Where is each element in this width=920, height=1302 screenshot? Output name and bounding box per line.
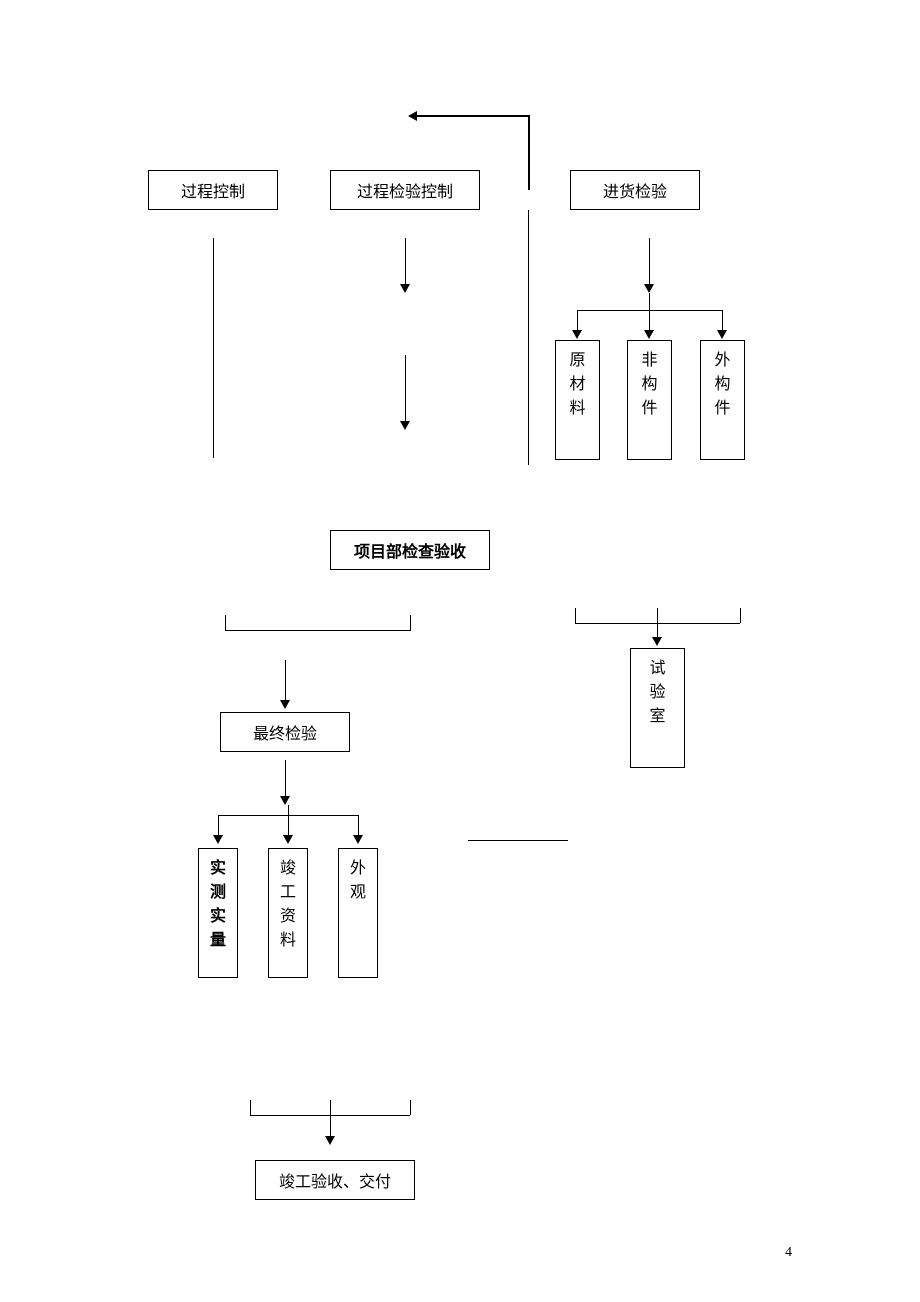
arrow-mat1 [572,330,582,339]
arrow-r2 [283,835,293,844]
bracket-main1-left-v [225,615,226,630]
arrow-to-lab [652,637,662,646]
bracket-lab-left-v [575,608,576,623]
node-mat1-c2: 料 [569,397,585,421]
node-r3-c0: 外 [350,857,366,881]
arrow-under-final [280,796,290,805]
node-top1-label: 过程控制 [181,178,245,202]
v-under-top2b [405,355,406,423]
node-mat3-c2: 件 [714,397,730,421]
node-mat3: 外 构 件 [700,340,745,460]
node-mat3-c1: 构 [714,373,730,397]
node-mat2-c0: 非 [641,349,657,373]
node-r2-c1: 工 [280,881,296,905]
bracket-lab-right-v [740,608,741,623]
node-r2-c0: 竣 [280,857,296,881]
node-r2-c3: 料 [280,929,296,953]
node-lab-c0: 试 [649,657,665,681]
arrow-r1 [213,835,223,844]
node-main1-label: 项目部检查验收 [354,538,466,562]
arrow-top2b [400,421,410,430]
node-deliver: 竣工验收、交付 [255,1160,415,1200]
split-final-v2 [288,805,289,837]
node-top2-label: 过程检验控制 [357,178,453,202]
node-mat1-c1: 材 [569,373,585,397]
node-deliver-label: 竣工验收、交付 [279,1168,391,1192]
feedback-arrow [408,111,417,121]
split-mat-v3 [722,310,723,332]
node-mat3-c0: 外 [714,349,730,373]
split-final-v1 [218,815,219,837]
arrow-to-deliver [325,1136,335,1145]
split-mat-v2 [649,293,650,332]
node-r3-c1: 观 [350,881,366,905]
v-to-final [285,660,286,702]
bracket-deliver-right-v [410,1100,411,1115]
v-under-final [285,760,286,798]
node-r1: 实 测 实 量 [198,848,238,978]
v-under-top1 [213,238,214,458]
node-final-label: 最终检验 [253,720,317,744]
bracket-deliver-left-v [250,1100,251,1115]
node-r1-c2: 实 [210,905,226,929]
arrow-r3 [353,835,363,844]
arrow-top3 [644,284,654,293]
arrow-mat2 [644,330,654,339]
node-lab-c1: 验 [649,681,665,705]
node-mat1: 原 材 料 [555,340,600,460]
v-under-top3 [649,238,650,286]
page-number: 4 [785,1245,792,1261]
node-lab: 试 验 室 [630,648,685,768]
node-r1-c1: 测 [210,881,226,905]
v-to-lab [657,608,658,639]
node-main1: 项目部检查验收 [330,530,490,570]
node-mat1-c0: 原 [569,349,585,373]
bracket-main1-right-v [410,615,411,630]
v-under-top2a [405,238,406,286]
node-top3: 进货检验 [570,170,700,210]
arrow-to-final [280,700,290,709]
split-final-v3 [358,815,359,837]
stub-line [468,840,568,841]
bracket-main1-h [225,630,411,631]
arrow-top2a [400,284,410,293]
node-mat2-c1: 构 [641,373,657,397]
split-mat-v1 [577,310,578,332]
node-top3-label: 进货检验 [603,178,667,202]
node-r3: 外 观 [338,848,378,978]
node-mat2: 非 构 件 [627,340,672,460]
v-to-deliver [330,1100,331,1138]
node-r2: 竣 工 资 料 [268,848,308,978]
v-divider [528,210,529,465]
node-top2: 过程检验控制 [330,170,480,210]
node-lab-c2: 室 [649,705,665,729]
feedback-line-h [415,115,530,117]
arrow-mat3 [717,330,727,339]
node-top1: 过程控制 [148,170,278,210]
node-r1-c0: 实 [210,857,226,881]
feedback-line-v [528,115,530,190]
node-mat2-c2: 件 [641,397,657,421]
node-r2-c2: 资 [280,905,296,929]
node-r1-c3: 量 [210,929,226,953]
node-final: 最终检验 [220,712,350,752]
